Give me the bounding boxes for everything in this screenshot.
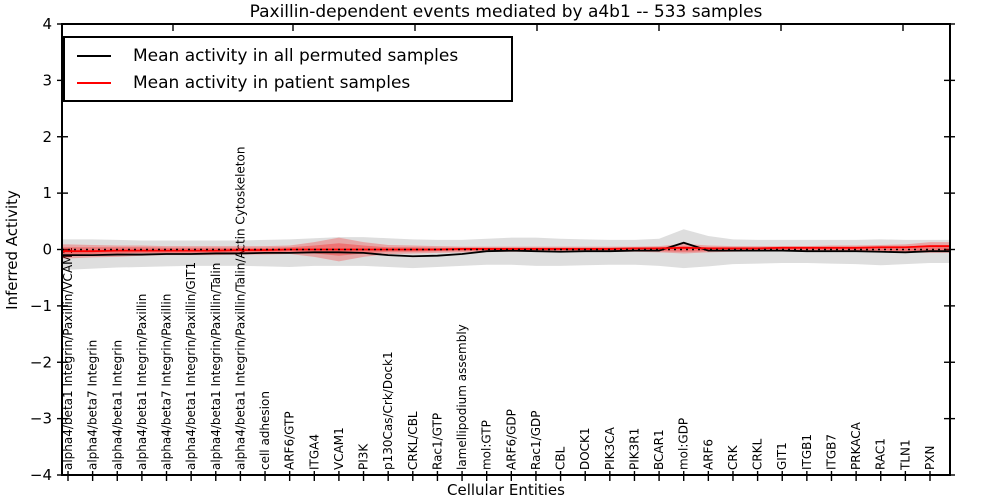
y-tick-label: 2 bbox=[42, 128, 52, 146]
x-tick-label: alpha4/beta1 Integrin/Paxillin/GIT1 bbox=[184, 262, 198, 470]
x-tick-label: ITGB1 bbox=[800, 434, 814, 470]
y-tick-label: 0 bbox=[42, 241, 52, 259]
x-tick-label: alpha4/beta7 Integrin/Paxillin bbox=[160, 294, 174, 470]
legend: Mean activity in all permuted samples Mea… bbox=[63, 36, 513, 102]
y-tick-label: −1 bbox=[30, 297, 52, 315]
x-tick-label: alpha4/beta1 Integrin/Paxillin/Talin bbox=[209, 263, 223, 470]
x-tick-label: mol:GTP bbox=[480, 420, 494, 470]
x-tick-label: RAC1 bbox=[874, 438, 888, 470]
x-tick-label: CRKL bbox=[751, 438, 765, 470]
legend-entry: Mean activity in patient samples bbox=[65, 69, 511, 96]
legend-line-sample bbox=[77, 81, 111, 84]
x-tick-label: lamellipodium assembly bbox=[455, 324, 469, 470]
x-tick-label: VCAM1 bbox=[332, 427, 346, 470]
x-tick-label: cell adhesion bbox=[258, 391, 272, 470]
x-tick-label: CRK bbox=[726, 444, 740, 470]
x-tick-label: ITGA4 bbox=[307, 434, 321, 470]
x-tick-label: CRKL/CBL bbox=[406, 411, 420, 470]
x-tick-label: TLN1 bbox=[898, 439, 912, 471]
x-tick-label: ARF6/GDP bbox=[504, 409, 518, 470]
chart-title: Paxillin-dependent events mediated by a4… bbox=[249, 2, 763, 22]
legend-label: Mean activity in all permuted samples bbox=[133, 45, 459, 66]
x-tick-label: p130Cas/Crk/Dock1 bbox=[381, 351, 395, 470]
plot-border bbox=[61, 23, 951, 476]
x-tick-label: ARF6/GTP bbox=[283, 411, 297, 470]
x-tick-label: alpha4/beta1 Integrin/Paxillin/VCAM1 bbox=[61, 247, 75, 470]
y-tick-label: 1 bbox=[42, 184, 52, 202]
legend-entry: Mean activity in all permuted samples bbox=[65, 42, 511, 69]
x-tick-label: alpha4/beta1 Integrin bbox=[110, 340, 124, 470]
x-tick-label: Rac1/GDP bbox=[529, 411, 543, 470]
x-tick-label: CBL bbox=[554, 446, 568, 470]
x-tick-label: PIK3R1 bbox=[627, 428, 641, 470]
x-tick-label: PI3K bbox=[357, 443, 371, 470]
x-tick-label: Rac1/GTP bbox=[430, 413, 444, 470]
x-tick-label: ITGB7 bbox=[824, 434, 838, 470]
x-tick-label: PRKACA bbox=[849, 421, 863, 470]
x-tick-label: alpha4/beta1 Integrin/Paxillin/Talin/Act… bbox=[233, 147, 247, 470]
x-tick-label: PXN bbox=[923, 446, 937, 470]
x-tick-label: alpha4/beta1 Integrin/Paxillin bbox=[135, 294, 149, 470]
x-tick-label: BCAR1 bbox=[652, 429, 666, 470]
x-axis-label: Cellular Entities bbox=[447, 481, 565, 499]
y-tick-label: −3 bbox=[30, 410, 52, 428]
x-tick-label: DOCK1 bbox=[578, 427, 592, 470]
legend-label: Mean activity in patient samples bbox=[133, 72, 411, 93]
permuted-mean-line bbox=[62, 241, 950, 258]
legend-line-sample bbox=[77, 54, 111, 57]
x-tick-label: ARF6 bbox=[701, 439, 715, 470]
y-tick-label: 3 bbox=[42, 71, 52, 89]
x-tick-label: alpha4/beta7 Integrin bbox=[86, 340, 100, 470]
y-tick-label: −2 bbox=[30, 353, 52, 371]
x-tick-label: mol:GDP bbox=[677, 418, 691, 470]
x-tick-label: PIK3CA bbox=[603, 426, 617, 470]
y-tick-label: −4 bbox=[30, 466, 52, 484]
patient-mean-line bbox=[62, 245, 950, 253]
y-tick-label: 4 bbox=[42, 15, 52, 33]
x-tick-label: GIT1 bbox=[775, 442, 789, 470]
